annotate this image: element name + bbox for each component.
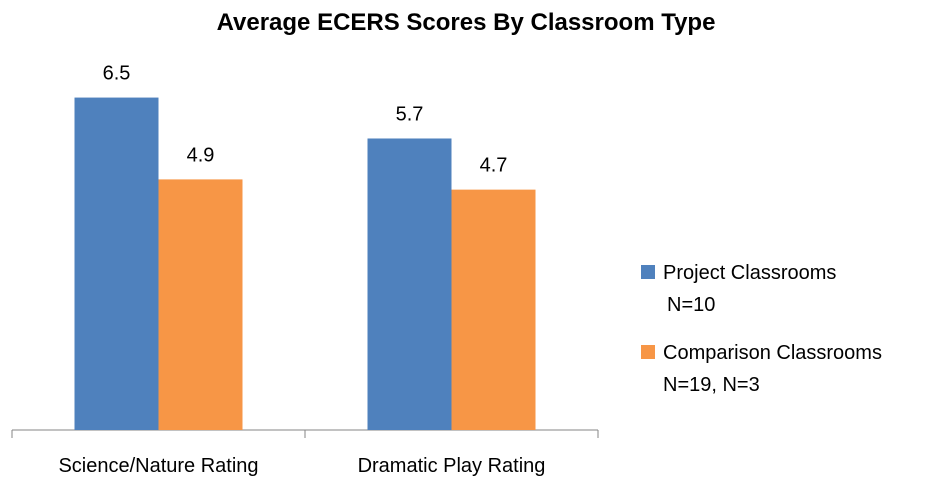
chart-title: Average ECERS Scores By Classroom Type (217, 9, 716, 36)
legend-label: Comparison Classrooms N=19, N=3 (663, 342, 882, 396)
bar (451, 189, 536, 430)
value-label: 6.5 (103, 63, 131, 85)
bar (158, 179, 243, 430)
bar (367, 138, 452, 430)
value-label: 4.7 (480, 155, 508, 177)
bar (74, 97, 159, 431)
value-label: 5.7 (396, 103, 424, 125)
x-tick-label: Science/Nature Rating (58, 455, 258, 477)
x-tick-label: Dramatic Play Rating (358, 455, 546, 477)
legend-swatch (641, 265, 655, 279)
legend-label: Project Classrooms N=10 (663, 262, 836, 316)
legend-swatch (641, 345, 655, 359)
value-label: 4.9 (187, 144, 215, 166)
